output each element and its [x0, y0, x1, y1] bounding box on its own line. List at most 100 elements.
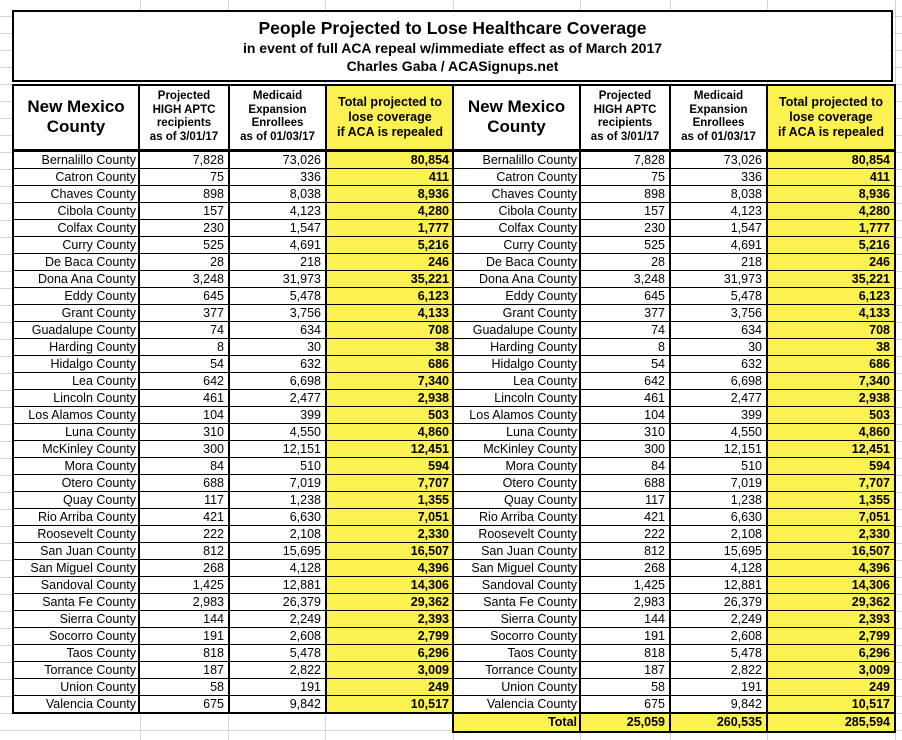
county-name-cell[interactable]: Socorro County — [452, 626, 581, 645]
aptc-value-cell[interactable]: 222 — [579, 524, 671, 543]
aptc-value-cell[interactable]: 75 — [138, 167, 230, 186]
medicaid-value-cell[interactable]: 6,630 — [228, 507, 327, 526]
aptc-value-cell[interactable]: 461 — [138, 388, 230, 407]
aptc-value-cell[interactable]: 230 — [138, 218, 230, 237]
medicaid-value-cell[interactable]: 5,478 — [669, 286, 768, 305]
aptc-value-cell[interactable]: 104 — [138, 405, 230, 424]
county-name-cell[interactable]: Chaves County — [452, 184, 581, 203]
total-value-cell[interactable]: 6,296 — [325, 643, 455, 662]
medicaid-value-cell[interactable]: 26,379 — [669, 592, 768, 611]
total-value-cell[interactable]: 4,396 — [325, 558, 455, 577]
aptc-value-cell[interactable]: 675 — [138, 694, 230, 713]
medicaid-value-cell[interactable]: 7,019 — [669, 473, 768, 492]
county-name-cell[interactable]: Chaves County — [12, 184, 140, 203]
medicaid-value-cell[interactable]: 218 — [228, 252, 327, 271]
medicaid-value-cell[interactable]: 12,151 — [669, 439, 768, 458]
total-value-cell[interactable]: 1,777 — [766, 218, 896, 237]
aptc-value-cell[interactable]: 187 — [579, 660, 671, 679]
medicaid-value-cell[interactable]: 4,550 — [228, 422, 327, 441]
medicaid-value-cell[interactable]: 634 — [228, 320, 327, 339]
total-value-cell[interactable]: 7,340 — [325, 371, 455, 390]
medicaid-value-cell[interactable]: 2,477 — [228, 388, 327, 407]
medicaid-value-cell[interactable]: 12,881 — [669, 575, 768, 594]
total-value-cell[interactable]: 12,451 — [325, 439, 455, 458]
total-value-cell[interactable]: 80,854 — [766, 149, 896, 169]
county-name-cell[interactable]: Rio Arriba County — [452, 507, 581, 526]
aptc-value-cell[interactable]: 230 — [579, 218, 671, 237]
medicaid-value-cell[interactable]: 510 — [669, 456, 768, 475]
medicaid-value-cell[interactable]: 6,698 — [228, 371, 327, 390]
total-value-cell[interactable]: 35,221 — [325, 269, 455, 288]
medicaid-value-cell[interactable]: 2,108 — [669, 524, 768, 543]
total-value-cell[interactable]: 708 — [325, 320, 455, 339]
county-name-cell[interactable]: McKinley County — [452, 439, 581, 458]
county-name-cell[interactable]: Rio Arriba County — [12, 507, 140, 526]
medicaid-value-cell[interactable]: 3,756 — [669, 303, 768, 322]
county-name-cell[interactable]: Los Alamos County — [12, 405, 140, 424]
county-name-cell[interactable]: Curry County — [12, 235, 140, 254]
medicaid-value-cell[interactable]: 31,973 — [228, 269, 327, 288]
total-value-cell[interactable]: 503 — [766, 405, 896, 424]
aptc-value-cell[interactable]: 7,828 — [579, 149, 671, 169]
county-name-cell[interactable]: Sierra County — [452, 609, 581, 628]
aptc-value-cell[interactable]: 2,983 — [579, 592, 671, 611]
total-value-cell[interactable]: 246 — [325, 252, 455, 271]
total-value-cell[interactable]: 12,451 — [766, 439, 896, 458]
county-name-cell[interactable]: Mora County — [12, 456, 140, 475]
aptc-value-cell[interactable]: 144 — [138, 609, 230, 628]
county-name-cell[interactable]: Colfax County — [452, 218, 581, 237]
medicaid-value-cell[interactable]: 4,550 — [669, 422, 768, 441]
title-box[interactable]: People Projected to Lose Healthcare Cove… — [12, 10, 893, 82]
county-name-cell[interactable]: De Baca County — [452, 252, 581, 271]
medicaid-value-cell[interactable]: 2,608 — [228, 626, 327, 645]
county-name-cell[interactable]: Cibola County — [452, 201, 581, 220]
medicaid-header-cell[interactable]: Medicaid Expansion Enrollees as of 01/03… — [228, 84, 327, 152]
medicaid-value-cell[interactable]: 26,379 — [228, 592, 327, 611]
total-value-cell[interactable]: 7,051 — [766, 507, 896, 526]
county-name-cell[interactable]: Lincoln County — [12, 388, 140, 407]
county-name-cell[interactable]: Sandoval County — [12, 575, 140, 594]
aptc-header-cell[interactable]: Projected HIGH APTC recipients as of 3/0… — [579, 84, 671, 152]
medicaid-value-cell[interactable]: 1,547 — [228, 218, 327, 237]
county-name-cell[interactable]: Hidalgo County — [12, 354, 140, 373]
total-value-cell[interactable]: 16,507 — [766, 541, 896, 560]
aptc-value-cell[interactable]: 54 — [138, 354, 230, 373]
county-name-cell[interactable]: Mora County — [452, 456, 581, 475]
total-value-cell[interactable]: 5,216 — [766, 235, 896, 254]
total-value-cell[interactable]: 2,938 — [325, 388, 455, 407]
medicaid-value-cell[interactable]: 2,249 — [669, 609, 768, 628]
aptc-value-cell[interactable]: 75 — [579, 167, 671, 186]
total-value-cell[interactable]: 686 — [766, 354, 896, 373]
aptc-value-cell[interactable]: 8 — [138, 337, 230, 356]
medicaid-value-cell[interactable]: 218 — [669, 252, 768, 271]
total-value-cell[interactable]: 708 — [766, 320, 896, 339]
county-name-cell[interactable]: Hidalgo County — [452, 354, 581, 373]
medicaid-value-cell[interactable]: 8,038 — [228, 184, 327, 203]
aptc-value-cell[interactable]: 74 — [579, 320, 671, 339]
county-name-cell[interactable]: Dona Ana County — [452, 269, 581, 288]
county-name-cell[interactable]: Bernalillo County — [12, 149, 140, 169]
aptc-value-cell[interactable]: 898 — [579, 184, 671, 203]
county-name-cell[interactable]: Harding County — [452, 337, 581, 356]
county-name-cell[interactable]: Taos County — [12, 643, 140, 662]
county-name-cell[interactable]: Valencia County — [12, 694, 140, 713]
medicaid-value-cell[interactable]: 8,038 — [669, 184, 768, 203]
aptc-value-cell[interactable]: 1,425 — [138, 575, 230, 594]
county-name-cell[interactable]: Union County — [452, 677, 581, 696]
aptc-value-cell[interactable]: 187 — [138, 660, 230, 679]
aptc-value-cell[interactable]: 377 — [579, 303, 671, 322]
aptc-value-cell[interactable]: 642 — [579, 371, 671, 390]
aptc-value-cell[interactable]: 84 — [579, 456, 671, 475]
total-value-cell[interactable]: 7,707 — [766, 473, 896, 492]
aptc-value-cell[interactable]: 7,828 — [138, 149, 230, 169]
total-header-cell[interactable]: Total projected to lose coverage if ACA … — [325, 84, 455, 152]
county-name-cell[interactable]: McKinley County — [12, 439, 140, 458]
total-value-cell[interactable]: 7,051 — [325, 507, 455, 526]
medicaid-value-cell[interactable]: 632 — [228, 354, 327, 373]
medicaid-value-cell[interactable]: 336 — [669, 167, 768, 186]
county-name-cell[interactable]: De Baca County — [12, 252, 140, 271]
aptc-value-cell[interactable]: 898 — [138, 184, 230, 203]
total-value-cell[interactable]: 6,123 — [766, 286, 896, 305]
aptc-value-cell[interactable]: 58 — [138, 677, 230, 696]
total-value-cell[interactable]: 2,799 — [766, 626, 896, 645]
